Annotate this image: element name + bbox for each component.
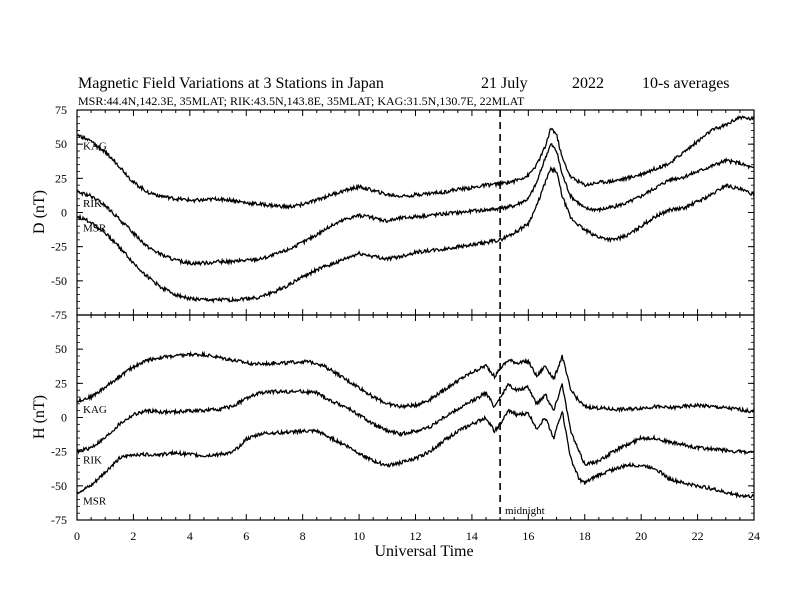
d-series-label-kag: KAG bbox=[83, 141, 107, 153]
h-y-tick-label: -25 bbox=[51, 445, 67, 459]
h-y-tick-label: -75 bbox=[51, 513, 67, 527]
d-y-tick-label: -50 bbox=[51, 274, 67, 288]
d-y-tick-label: 25 bbox=[55, 171, 67, 185]
h-series-rik bbox=[76, 382, 755, 467]
chart-year: 2022 bbox=[572, 75, 604, 92]
x-tick-label: 22 bbox=[692, 529, 704, 543]
x-tick-label: 24 bbox=[748, 529, 760, 543]
x-tick-label: 16 bbox=[522, 529, 534, 543]
midnight-annotation: midnight bbox=[505, 505, 545, 517]
d-y-tick-label: -25 bbox=[51, 240, 67, 254]
x-tick-label: 2 bbox=[130, 529, 136, 543]
h-series-kag bbox=[76, 350, 755, 414]
d-panel-frame bbox=[76, 109, 755, 316]
x-axis-label: Universal Time bbox=[374, 543, 473, 560]
h-series-msr bbox=[76, 408, 755, 499]
h-y-tick-label: 25 bbox=[55, 376, 67, 390]
d-series-label-msr: MSR bbox=[83, 223, 107, 235]
chart-title: Magnetic Field Variations at 3 Stations … bbox=[78, 75, 384, 92]
d-y-tick-label: 0 bbox=[61, 206, 67, 220]
chart-subtitle: MSR:44.4N,142.3E, 35MLAT; RIK:43.5N,143.… bbox=[78, 94, 525, 108]
d-y-tick-label: 75 bbox=[55, 103, 67, 117]
d-series-msr bbox=[76, 165, 755, 304]
x-tick-label: 10 bbox=[353, 529, 365, 543]
d-y-tick-label: -75 bbox=[51, 308, 67, 322]
h-y-tick-label: 0 bbox=[61, 411, 67, 425]
d-series-rik bbox=[76, 143, 754, 267]
h-series-label-msr: MSR bbox=[83, 496, 107, 508]
x-tick-label: 4 bbox=[187, 529, 193, 543]
d-axis-label: D (nT) bbox=[31, 190, 48, 234]
x-tick-label: 18 bbox=[579, 529, 591, 543]
x-tick-label: 8 bbox=[300, 529, 306, 543]
h-y-tick-label: -50 bbox=[51, 479, 67, 493]
x-tick-label: 14 bbox=[466, 529, 478, 543]
d-panel: -75 -50 -25 0 25 50 75 KAG RIK MSR bbox=[51, 103, 755, 322]
d-y-tick-label: 50 bbox=[55, 137, 67, 151]
chart-date: 21 July bbox=[481, 75, 528, 92]
chart-header: Magnetic Field Variations at 3 Stations … bbox=[78, 75, 730, 108]
h-y-tick-label: 50 bbox=[55, 342, 67, 356]
h-series-label-rik: RIK bbox=[83, 455, 102, 467]
h-series-label-kag: KAG bbox=[83, 404, 107, 416]
d-series-label-rik: RIK bbox=[83, 198, 102, 210]
x-tick-label: 0 bbox=[74, 529, 80, 543]
x-tick-label: 20 bbox=[635, 529, 647, 543]
x-tick-label: 12 bbox=[410, 529, 422, 543]
chart-averaging: 10-s averages bbox=[642, 75, 730, 92]
h-axis-label: H (nT) bbox=[31, 395, 48, 439]
d-series-kag bbox=[77, 115, 755, 210]
h-panel-frame bbox=[76, 314, 755, 521]
x-tick-label: 6 bbox=[243, 529, 249, 543]
